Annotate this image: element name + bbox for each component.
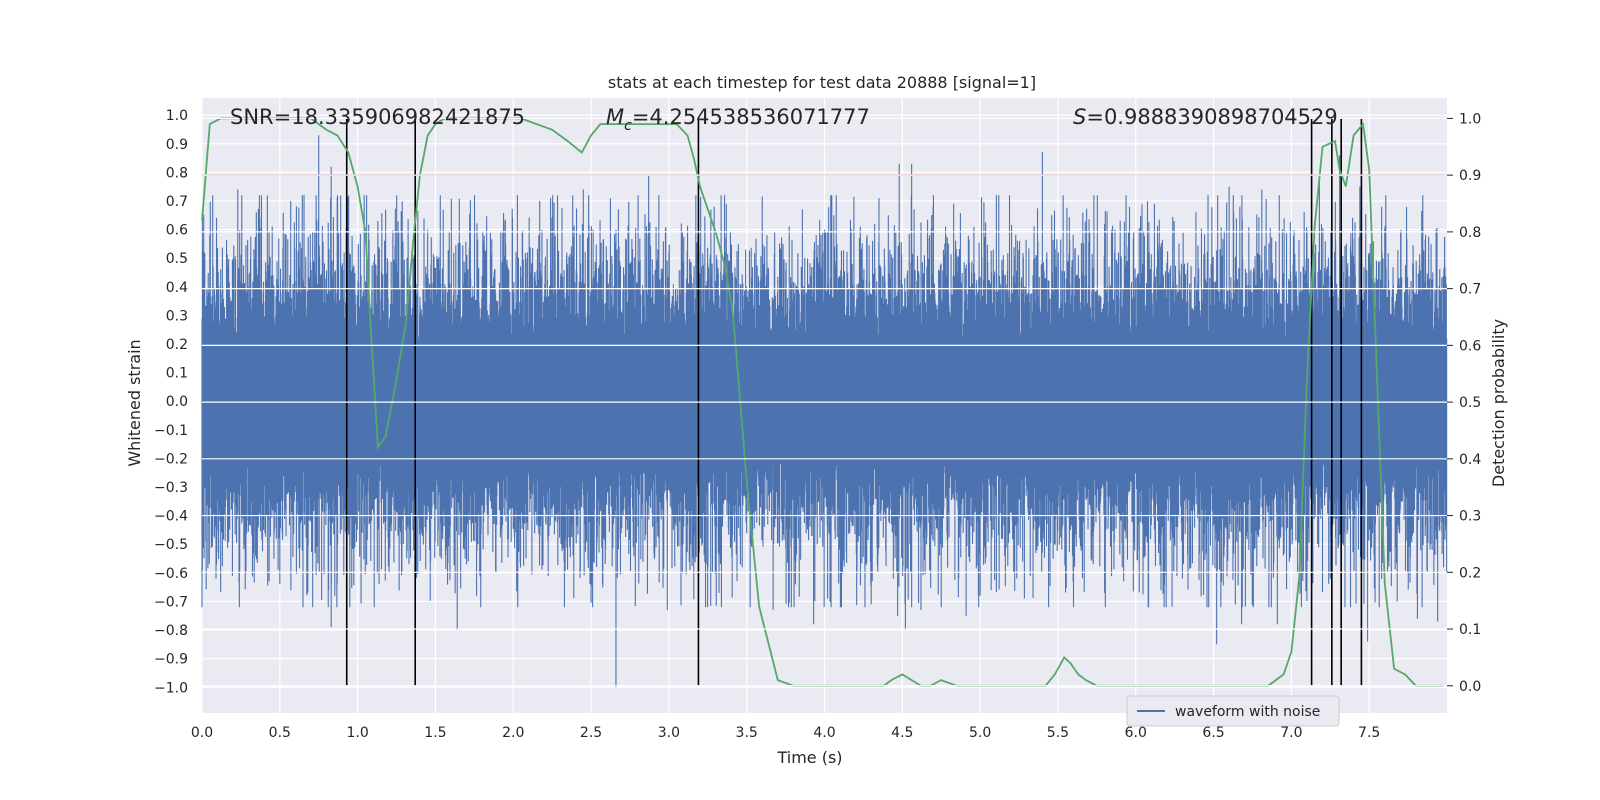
y-right-tick-label: 0.5	[1459, 395, 1481, 411]
y-left-tick-label: −0.7	[154, 594, 188, 610]
chirp-mass-annotation: Mc=4.254538536071777	[606, 105, 870, 134]
y-right-tick-label: 0.9	[1459, 168, 1481, 184]
y-left-tick-label: 0.6	[166, 223, 188, 239]
legend-box	[1126, 695, 1340, 727]
chirp-mass-subscript: c	[624, 118, 632, 134]
y-right-tick-label: 1.0	[1459, 111, 1481, 127]
y-right-tick-label: 0.7	[1459, 282, 1481, 298]
score-value: =0.9888390898704529	[1086, 105, 1337, 129]
y-left-tick-label: 1.0	[166, 108, 188, 124]
x-tick-label: 4.5	[891, 725, 913, 741]
legend: waveform with noise	[1126, 695, 1340, 727]
waveform-line	[201, 135, 1448, 688]
detection-probability-series	[201, 117, 1444, 687]
x-tick-label: 2.0	[502, 725, 524, 741]
score-annotation: S=0.9888390898704529	[1073, 105, 1338, 129]
x-tick-label: 5.0	[969, 725, 991, 741]
x-axis-ticks: 0.0 0.5 1.0 1.5 2.0 2.5 3.0 3.5 4.0 4.5 5.0 5.5 6.0 6…	[191, 725, 1380, 741]
score-symbol: S	[1073, 105, 1086, 129]
y-left-tick-label: 0.8	[166, 165, 188, 181]
y-left-tick-label: 0.2	[166, 337, 188, 353]
waveform-series	[201, 135, 1448, 688]
x-tick-label: 2.5	[580, 725, 602, 741]
x-tick-label: 5.5	[1047, 725, 1069, 741]
chirp-mass-value: =4.254538536071777	[632, 105, 870, 129]
x-tick-label: 7.5	[1358, 725, 1380, 741]
y-left-tick-label: −0.1	[154, 423, 188, 439]
y-left-tick-label: −0.3	[154, 480, 188, 496]
x-tick-label: 1.5	[424, 725, 446, 741]
x-tick-label: 3.5	[736, 725, 758, 741]
x-tick-label: 4.0	[813, 725, 835, 741]
x-axis-label: Time (s)	[776, 748, 842, 767]
y-left-tick-label: 0.1	[166, 366, 188, 382]
y-left-tick-label: −0.4	[154, 509, 188, 525]
y-left-tick-label: 0.4	[166, 280, 188, 296]
y-right-tick-label: 0.4	[1459, 452, 1481, 468]
y-right-tick-label: 0.0	[1459, 679, 1481, 695]
chirp-mass-symbol: M	[606, 105, 624, 129]
y-axis-label-left: Whitened strain	[125, 339, 144, 466]
y-left-tick-label: −0.2	[154, 451, 188, 467]
y-left-tick-label: −0.6	[154, 566, 188, 582]
y-left-tick-label: −0.9	[154, 652, 188, 668]
detection-probability-line	[201, 117, 1444, 687]
x-tick-label: 1.0	[346, 725, 368, 741]
y-left-tick-label: −0.8	[154, 623, 188, 639]
right-axis-grid	[202, 117, 1447, 687]
legend-label: waveform with noise	[1175, 704, 1320, 720]
y-axis-label-right: Detection probability	[1489, 319, 1508, 487]
y-left-tick-label: −1.0	[154, 680, 188, 696]
right-axis-ticks: 1.0 0.9 0.8 0.7 0.6 0.5 0.4 0.3 0.2 0.1 0.0	[1447, 111, 1481, 695]
y-left-tick-label: 0.5	[166, 251, 188, 267]
y-right-tick-label: 0.3	[1459, 509, 1481, 525]
y-left-tick-label: 0.0	[166, 394, 188, 410]
y-right-tick-label: 0.1	[1459, 622, 1481, 638]
x-tick-label: 6.0	[1125, 725, 1147, 741]
x-tick-label: 6.5	[1202, 725, 1224, 741]
chart-title: stats at each timestep for test data 208…	[608, 73, 1036, 92]
snr-annotation: SNR=18.335906982421875	[230, 105, 525, 129]
y-left-tick-label: 0.7	[166, 194, 188, 210]
y-right-tick-label: 0.6	[1459, 338, 1481, 354]
y-left-tick-label: −0.5	[154, 537, 188, 553]
y-right-tick-label: 0.8	[1459, 225, 1481, 241]
x-tick-label: 7.0	[1280, 725, 1302, 741]
y-left-tick-label: 0.9	[166, 137, 188, 153]
x-tick-label: 0.0	[191, 725, 213, 741]
x-tick-label: 3.0	[658, 725, 680, 741]
left-axis-ticks: 1.0 0.9 0.8 0.7 0.6 0.5 0.4 0.3 0.2 0.1 0.0 −0.1 −0.…	[154, 108, 188, 696]
y-left-tick-label: 0.3	[166, 308, 188, 324]
y-right-tick-label: 0.2	[1459, 565, 1481, 581]
x-tick-label: 0.5	[269, 725, 291, 741]
